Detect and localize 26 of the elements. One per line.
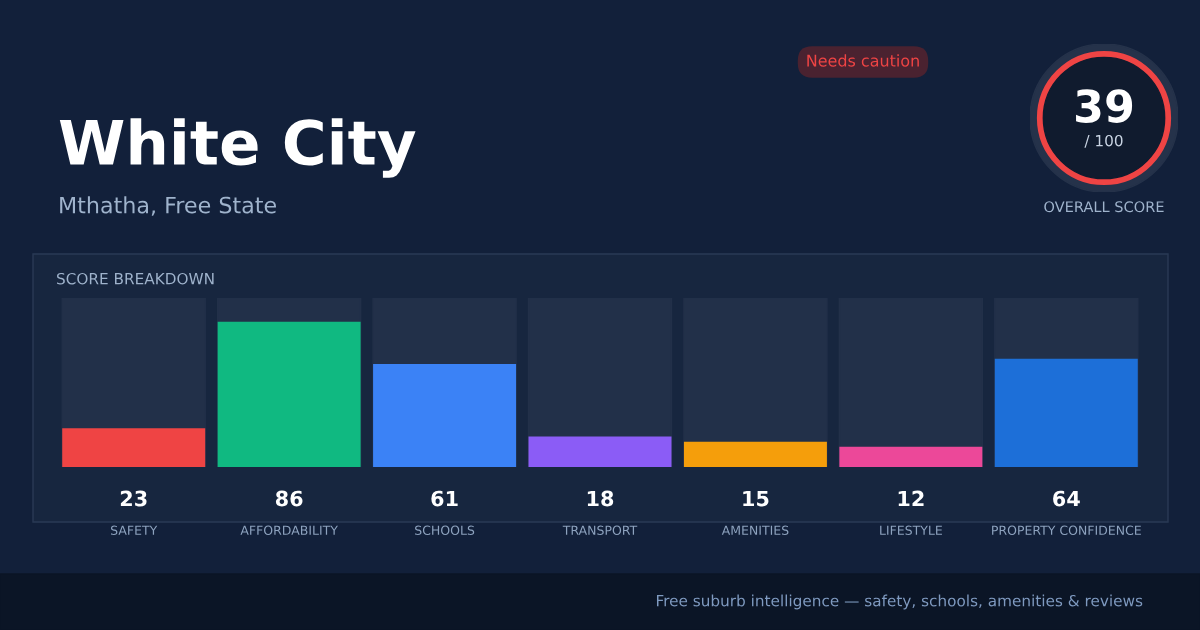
- text: / 100: [1084, 134, 1123, 148]
- text: OVERALL SCORE: [1044, 201, 1164, 213]
- text: Needs caution: [807, 54, 919, 67]
- data-label: 86: [275, 490, 303, 507]
- text: SCORE BREAKDOWN: [57, 272, 214, 285]
- data-label: 18: [587, 490, 614, 507]
- data-label: 23: [120, 490, 147, 507]
- x-tick-label: SCHOOLS: [415, 525, 475, 536]
- chart-subtitle: Mthatha, Free State: [60, 196, 276, 216]
- data-label: 64: [1053, 490, 1080, 507]
- text: Free suburb intelligence — safety, schools, amenities & reviews: [656, 594, 1143, 610]
- bar: [683, 441, 827, 467]
- data-label: 15: [743, 490, 769, 507]
- chart-title: White City: [59, 118, 416, 178]
- x-tick-label: SAFETY: [111, 525, 158, 536]
- x-tick-label: AMENITIES: [721, 525, 789, 536]
- bar: [839, 446, 983, 467]
- x-tick-label: TRANSPORT: [562, 525, 638, 536]
- data-label: 12: [898, 490, 924, 507]
- text: 39: [1076, 89, 1133, 123]
- x-tick-label: PROPERTY CONFIDENCE: [992, 525, 1141, 536]
- bar: [62, 428, 206, 467]
- bar: [528, 436, 672, 467]
- x-tick-label: AFFORDABILITY: [240, 525, 338, 536]
- x-tick-label: LIFESTYLE: [880, 525, 942, 536]
- data-label: 61: [431, 490, 458, 507]
